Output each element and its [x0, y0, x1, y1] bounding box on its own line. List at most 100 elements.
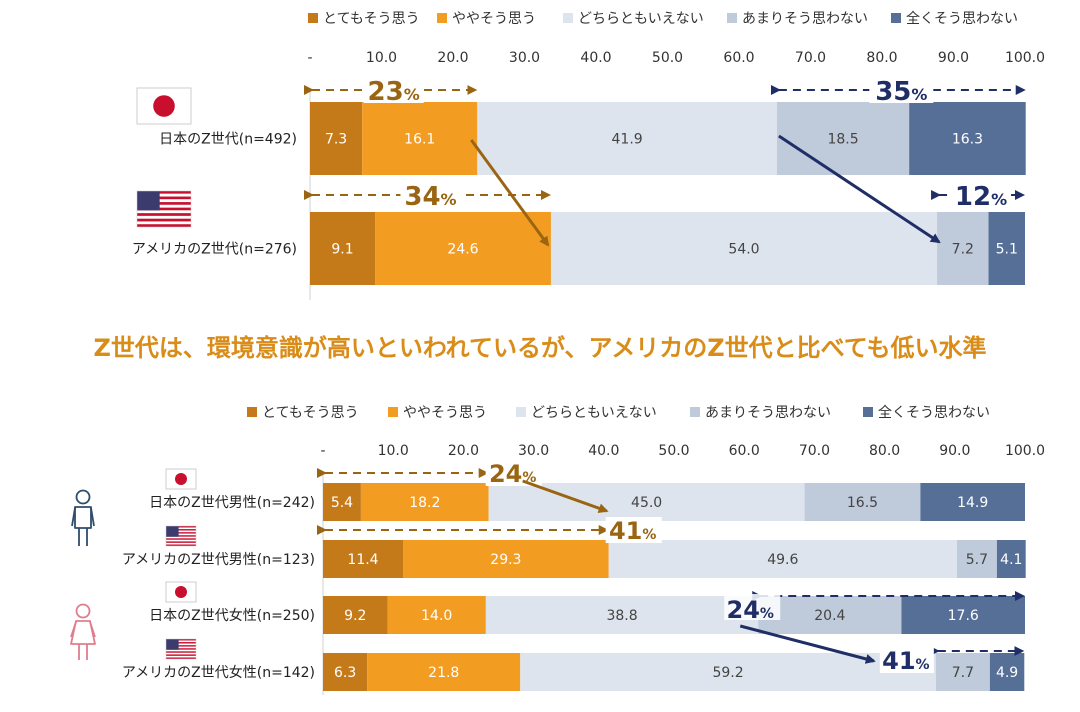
- bar-segment: [323, 596, 388, 634]
- bar-segment: [901, 596, 1025, 634]
- data-label: 20.4: [814, 608, 845, 624]
- bar-segment: [776, 102, 910, 175]
- flag-border: [165, 638, 197, 660]
- flag-stripe: [166, 657, 196, 659]
- flag-stripe: [166, 533, 196, 536]
- legend-label: ややそう思う: [403, 405, 487, 421]
- agree-percent-label: 34%: [404, 182, 456, 212]
- data-label: 21.8: [428, 665, 459, 681]
- x-tick-label: 90.0: [939, 443, 970, 459]
- legend-swatch: [247, 407, 257, 417]
- data-label: 59.2: [712, 665, 743, 681]
- category-label: アメリカのZ世代(n=276): [132, 242, 297, 258]
- text-layer: Z世代は、環境意識が高いといわれているが、アメリカのZ世代と比べても低い水準 と…: [70, 10, 1045, 681]
- legend-label: とてもそう思う: [323, 11, 420, 27]
- flag-stripe: [137, 213, 191, 216]
- flag-stripe: [166, 544, 196, 546]
- flag-stripe: [166, 646, 196, 649]
- japan-flag-icon: [165, 581, 197, 603]
- x-tick-label: 30.0: [509, 50, 540, 66]
- annotation-layer: 23% 35%34% 12%24%41%24%41%: [304, 75, 1026, 675]
- data-label: 18.5: [827, 132, 858, 148]
- data-label: 5.7: [966, 552, 988, 568]
- comparison-arrow: [522, 479, 609, 514]
- x-tick-label: 80.0: [866, 50, 897, 66]
- usa-flag-icon: [136, 190, 192, 228]
- bar-segment: [310, 102, 363, 175]
- figure-body: [74, 506, 92, 529]
- legend-label: どちらともいえない: [531, 405, 657, 421]
- data-label: 4.9: [996, 665, 1018, 681]
- x-tick-label: 60.0: [729, 443, 760, 459]
- usa-flag-icon: [165, 638, 197, 660]
- disagree-percent-label: 35%: [875, 77, 927, 107]
- bar-segment: [362, 102, 478, 175]
- legend-swatch: [516, 407, 526, 417]
- bar-segment: [375, 212, 551, 285]
- legend-label: 全くそう思わない: [906, 10, 1018, 27]
- data-label: 9.2: [344, 608, 366, 624]
- bar-segment: [937, 212, 989, 285]
- flag-border: [136, 190, 192, 228]
- legend-label: とてもそう思う: [262, 405, 359, 421]
- bar-segment: [909, 102, 1026, 175]
- annotation-bg: [724, 594, 781, 620]
- flag-stripe: [166, 527, 196, 530]
- category-label: 日本のZ世代(n=492): [159, 132, 297, 148]
- legend-swatch: [308, 13, 318, 23]
- category-label: 日本のZ世代男性(n=242): [149, 495, 315, 511]
- flag-stripe: [166, 651, 196, 653]
- data-label: 29.3: [490, 552, 521, 568]
- flag-canton: [166, 526, 179, 537]
- bar-segment: [323, 540, 404, 578]
- agree-percent-label: 41%: [609, 517, 656, 545]
- flag-stripe: [166, 649, 196, 652]
- legend-swatch: [563, 13, 573, 23]
- flag-sun: [153, 95, 175, 117]
- legend-swatch: [388, 407, 398, 417]
- bar-segment: [804, 483, 921, 521]
- data-label: 16.5: [847, 495, 878, 511]
- x-tick-label: 30.0: [518, 443, 549, 459]
- data-label: 17.6: [948, 608, 979, 624]
- x-tick-label: 50.0: [658, 443, 689, 459]
- annotation-number: 41: [609, 517, 642, 545]
- bar-segment: [387, 596, 486, 634]
- flag-stripe: [166, 643, 196, 646]
- flag-stripe: [166, 639, 196, 641]
- agree-percent-label: 23%: [368, 77, 420, 107]
- headline-text: Z世代は、環境意識が高いといわれているが、アメリカのZ世代と比べても低い水準: [93, 334, 986, 362]
- x-tick-label: 20.0: [437, 50, 468, 66]
- x-tick-label: 70.0: [795, 50, 826, 66]
- japan-flag-icon: [136, 87, 192, 125]
- annotation-number: 34: [404, 182, 440, 212]
- figure-legs: [78, 528, 88, 546]
- flag-stripe: [166, 654, 196, 656]
- x-tick-label: -: [320, 443, 325, 459]
- flag-stripe: [166, 640, 196, 643]
- data-label: 7.2: [952, 242, 974, 258]
- x-tick-label: 70.0: [799, 443, 830, 459]
- legend-swatch: [690, 407, 700, 417]
- x-tick-label: 40.0: [588, 443, 619, 459]
- annotation-unit: %: [911, 85, 927, 104]
- legend-swatch: [863, 407, 873, 417]
- data-label: 24.6: [447, 242, 478, 258]
- bar-segment: [989, 653, 1025, 691]
- flag-stripe: [137, 199, 191, 203]
- x-tick-label: 20.0: [448, 443, 479, 459]
- legend-label: どちらともいえない: [578, 11, 704, 27]
- flag-stripe: [137, 215, 191, 219]
- flag-stripe: [166, 539, 196, 542]
- figure-arms: [70, 621, 96, 638]
- x-tick-label: 40.0: [580, 50, 611, 66]
- bar-segment: [988, 212, 1025, 285]
- data-label: 5.1: [996, 242, 1018, 258]
- flag-stripe: [137, 202, 191, 205]
- japan-flag-icon: [165, 468, 197, 490]
- flag-border: [165, 525, 197, 547]
- annotation-bg: [951, 180, 1012, 208]
- flag-stripe: [137, 204, 191, 208]
- bar-segment: [367, 653, 521, 691]
